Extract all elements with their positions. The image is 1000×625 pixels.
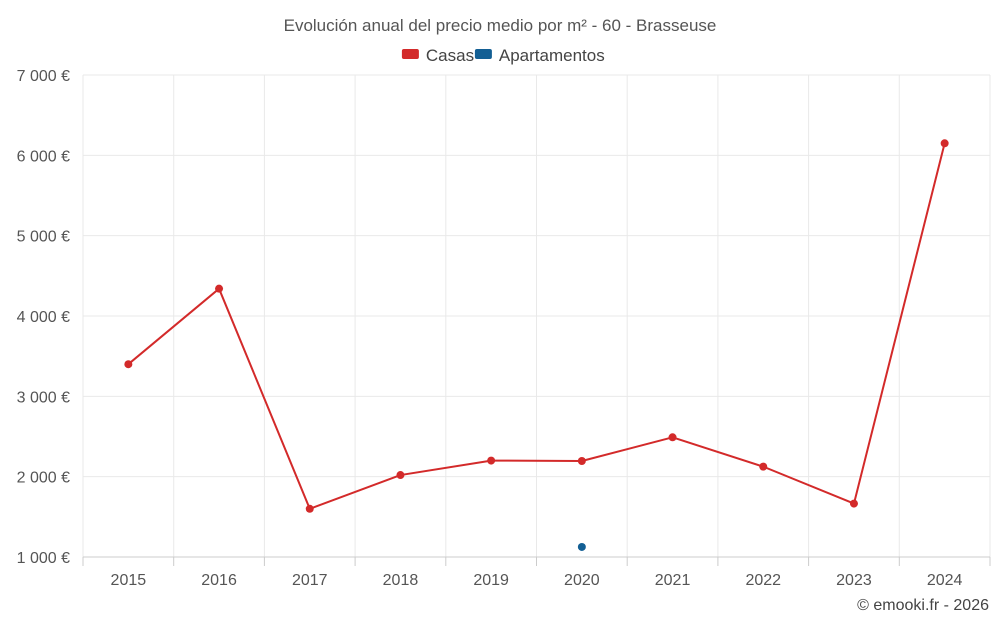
data-point-casas-2021[interactable] — [668, 433, 677, 442]
y-tick-label: 5 000 € — [17, 229, 70, 246]
x-tick-label: 2017 — [292, 572, 328, 589]
data-point-casas-2020[interactable] — [577, 457, 586, 466]
x-tick-label: 2022 — [745, 572, 781, 589]
x-tick-label: 2024 — [927, 572, 963, 589]
x-tick-label: 2016 — [201, 572, 237, 589]
series-line-casas — [127, 143, 946, 510]
x-tick-label: 2015 — [111, 572, 147, 589]
data-point-casas-2019[interactable] — [487, 456, 496, 465]
x-tick-label: 2018 — [383, 572, 419, 589]
x-tick-label: 2019 — [473, 572, 509, 589]
series-layer — [124, 139, 949, 551]
data-point-casas-2018[interactable] — [396, 471, 405, 480]
legend-label: Apartamentos — [499, 46, 605, 65]
legend-label: Casas — [426, 46, 474, 65]
y-tick-label: 3 000 € — [17, 389, 70, 406]
y-tick-label: 2 000 € — [17, 470, 70, 487]
data-point-casas-2017[interactable] — [305, 504, 314, 513]
y-tick-label: 1 000 € — [17, 550, 70, 567]
legend-swatch — [401, 49, 419, 59]
data-point-casas-2023[interactable] — [849, 499, 858, 508]
y-tick-label: 6 000 € — [17, 148, 70, 165]
data-point-casas-2024[interactable] — [940, 139, 949, 148]
y-tick-label: 7 000 € — [17, 68, 70, 85]
legend-swatch — [474, 49, 492, 59]
legend-item-casas[interactable]: Casas — [401, 46, 474, 65]
x-tick-label: 2023 — [836, 572, 872, 589]
data-point-apartamentos-2020[interactable] — [577, 542, 586, 551]
credit-label: © emooki.fr - 2026 — [857, 597, 989, 614]
legend-item-apartamentos[interactable]: Apartamentos — [474, 46, 605, 65]
grid — [82, 74, 991, 557]
chart-title: Evolución anual del precio medio por m² … — [284, 16, 717, 35]
data-point-casas-2015[interactable] — [124, 360, 133, 369]
data-point-casas-2016[interactable] — [215, 284, 224, 293]
y-tick-label: 4 000 € — [17, 309, 70, 326]
axes: 1 000 € 2 000 € 3 000 € 4 000 € 5 000 € 6 000… — [17, 68, 991, 589]
legend: Casas Apartamentos — [401, 46, 605, 65]
x-tick-label: 2020 — [564, 572, 600, 589]
data-point-casas-2022[interactable] — [759, 462, 768, 471]
x-tick-label: 2021 — [655, 572, 691, 589]
